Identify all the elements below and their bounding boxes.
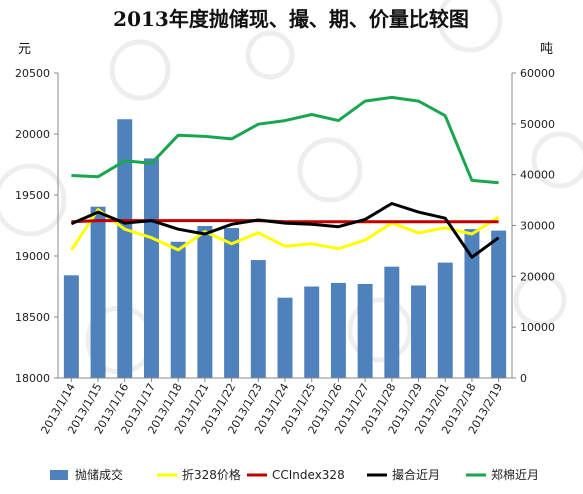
y-left-unit: 元 [18,42,31,57]
series-line [70,202,500,259]
bar [250,260,266,378]
y-left-tick-label: 20500 [15,67,50,80]
y-right-tick-label: 0 [520,372,527,385]
bar [197,226,213,378]
legend-label: 折328价格 [182,467,241,482]
y-right-unit: 吨 [540,42,553,57]
bar-series [63,119,507,378]
y-left-tick-label: 19000 [15,250,50,263]
bar [330,282,346,378]
y-right-tick-label: 20000 [520,270,555,283]
legend-label: 撮合近月 [392,467,440,482]
series-line [70,208,500,252]
legend-swatch [50,470,68,480]
y-left-tick-label: 19500 [15,189,50,202]
bar [491,230,507,378]
y-right-ticks: 60000 50000 40000 30000 20000 10000 0 [512,67,555,385]
series-line [71,95,499,185]
y-right-tick-label: 40000 [520,169,555,182]
bar [170,241,186,378]
bar [143,158,159,378]
legend-label: 抛储成交 [75,467,123,482]
legend-label: CCIndex328 [272,468,345,482]
bar [224,228,240,378]
y-left-tick-label: 18000 [15,372,50,385]
x-ticks: 2013/1/142013/1/152013/1/162013/1/172013… [38,378,505,436]
bar [437,262,453,378]
legend-label: 郑棉近月 [491,467,539,482]
bar [277,297,293,378]
y-right-tick-label: 30000 [520,220,555,233]
legend: 抛储成交 折328价格 CCIndex328 撮合近月 郑棉近月 [50,467,539,482]
line-series [70,95,500,259]
bar [384,266,400,378]
bar [63,275,79,378]
y-left-tick-label: 20000 [15,128,50,141]
bar [411,285,427,378]
chart-title: 2013年度抛储现、撮、期、价量比较图 [113,7,469,31]
bar [464,229,480,378]
bar [304,286,320,378]
y-left-ticks: 20500 20000 19500 19000 18500 18000 [15,67,58,385]
bar [357,283,373,378]
watermark-decoration [0,0,583,375]
y-right-tick-label: 60000 [520,67,555,80]
bar [117,119,133,378]
bar [90,206,106,378]
y-right-tick-label: 10000 [520,321,555,334]
y-left-tick-label: 18500 [15,311,50,324]
y-right-tick-label: 50000 [520,118,555,131]
